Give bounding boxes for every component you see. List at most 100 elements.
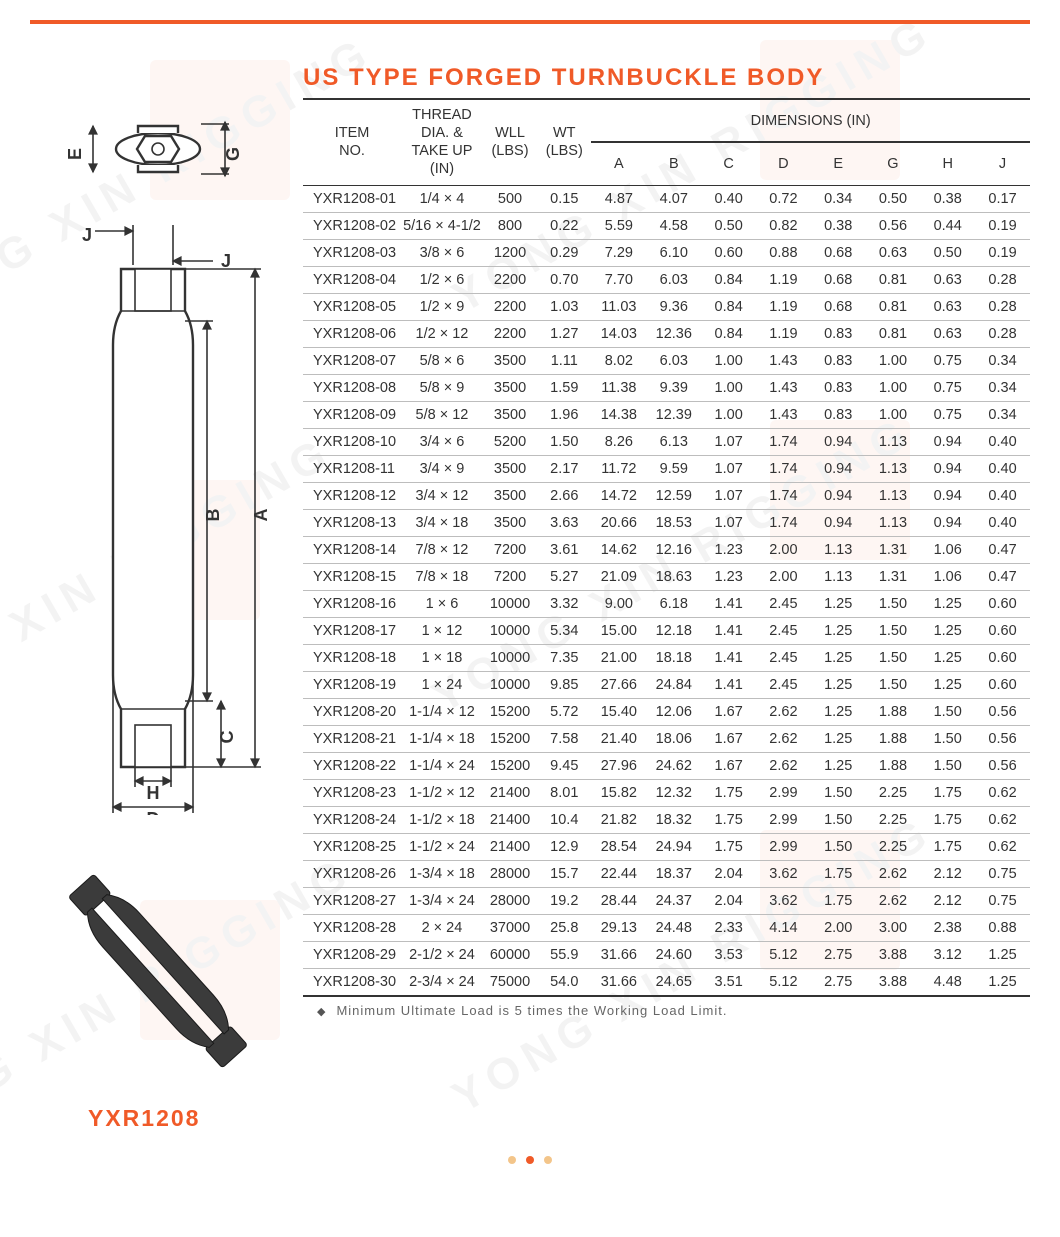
cell: 14.03 bbox=[591, 320, 646, 347]
cell-item: YXR1208-28 bbox=[303, 914, 401, 941]
cell: 0.22 bbox=[537, 212, 591, 239]
cell: 0.75 bbox=[975, 860, 1030, 887]
cell: 0.56 bbox=[975, 725, 1030, 752]
cell: 0.62 bbox=[975, 833, 1030, 860]
cell: 1.50 bbox=[866, 590, 921, 617]
right-column: US TYPE FORGED TURNBUCKLE BODY ITEMNO. T… bbox=[303, 64, 1030, 1132]
cell-item: YXR1208-26 bbox=[303, 860, 401, 887]
cell: 3.32 bbox=[537, 590, 591, 617]
svg-text:J: J bbox=[221, 251, 231, 271]
cell: 28.54 bbox=[591, 833, 646, 860]
cell: 1.31 bbox=[866, 536, 921, 563]
cell-item: YXR1208-23 bbox=[303, 779, 401, 806]
cell: 37000 bbox=[483, 914, 537, 941]
cell: 12.59 bbox=[646, 482, 701, 509]
drawing-top-view: E G bbox=[53, 114, 263, 189]
cell-item: YXR1208-07 bbox=[303, 347, 401, 374]
cell: 6.13 bbox=[646, 428, 701, 455]
product-code: YXR1208 bbox=[88, 1105, 200, 1132]
table-row: YXR1208-157/8 × 1872005.2721.0918.631.23… bbox=[303, 563, 1030, 590]
cell: 7.70 bbox=[591, 266, 646, 293]
th-dim-g: G bbox=[866, 142, 921, 185]
cell: 1.25 bbox=[920, 644, 975, 671]
cell: 1.75 bbox=[811, 860, 866, 887]
cell: 1.00 bbox=[701, 374, 756, 401]
cell: 3/8 × 6 bbox=[401, 239, 483, 266]
cell: 0.81 bbox=[866, 266, 921, 293]
cell: 0.81 bbox=[866, 293, 921, 320]
cell: 0.62 bbox=[975, 779, 1030, 806]
cell: 3.61 bbox=[537, 536, 591, 563]
cell: 7.35 bbox=[537, 644, 591, 671]
cell: 10.4 bbox=[537, 806, 591, 833]
cell: 1.25 bbox=[811, 671, 866, 698]
cell-item: YXR1208-17 bbox=[303, 617, 401, 644]
cell: 12.06 bbox=[646, 698, 701, 725]
cell: 3.53 bbox=[701, 941, 756, 968]
cell: 15.40 bbox=[591, 698, 646, 725]
cell-item: YXR1208-02 bbox=[303, 212, 401, 239]
cell: 1.06 bbox=[920, 536, 975, 563]
cell: 1.50 bbox=[920, 752, 975, 779]
table-row: YXR1208-041/2 × 622000.707.706.030.841.1… bbox=[303, 266, 1030, 293]
cell: 0.50 bbox=[866, 185, 921, 212]
cell: 0.50 bbox=[701, 212, 756, 239]
pager bbox=[30, 1156, 1030, 1164]
cell: 1/2 × 9 bbox=[401, 293, 483, 320]
cell: 15.7 bbox=[537, 860, 591, 887]
cell: 24.48 bbox=[646, 914, 701, 941]
table-row: YXR1208-251-1/2 × 242140012.928.5424.941… bbox=[303, 833, 1030, 860]
cell: 1-1/2 × 18 bbox=[401, 806, 483, 833]
cell: 5.34 bbox=[537, 617, 591, 644]
cell: 21400 bbox=[483, 779, 537, 806]
pager-dot[interactable] bbox=[544, 1156, 552, 1164]
drawing-side-view: J J bbox=[43, 225, 273, 820]
cell: 1.25 bbox=[975, 941, 1030, 968]
cell: 1 × 18 bbox=[401, 644, 483, 671]
cell: 9.00 bbox=[591, 590, 646, 617]
cell: 21.09 bbox=[591, 563, 646, 590]
svg-text:B: B bbox=[203, 509, 223, 522]
cell-item: YXR1208-12 bbox=[303, 482, 401, 509]
cell: 1.50 bbox=[866, 644, 921, 671]
cell: 3/4 × 9 bbox=[401, 455, 483, 482]
cell: 31.66 bbox=[591, 968, 646, 996]
table-row: YXR1208-292-1/2 × 246000055.931.6624.603… bbox=[303, 941, 1030, 968]
cell: 1.25 bbox=[811, 644, 866, 671]
cell: 1.50 bbox=[811, 833, 866, 860]
cell-item: YXR1208-14 bbox=[303, 536, 401, 563]
cell: 1.06 bbox=[920, 563, 975, 590]
pager-dot[interactable] bbox=[526, 1156, 534, 1164]
cell: 1.67 bbox=[701, 752, 756, 779]
cell: 0.75 bbox=[920, 374, 975, 401]
cell-item: YXR1208-19 bbox=[303, 671, 401, 698]
cell: 1-1/4 × 18 bbox=[401, 725, 483, 752]
cell: 2-1/2 × 24 bbox=[401, 941, 483, 968]
cell: 2.62 bbox=[756, 725, 811, 752]
th-dim-b: B bbox=[646, 142, 701, 185]
pager-dot[interactable] bbox=[508, 1156, 516, 1164]
svg-text:C: C bbox=[217, 731, 237, 744]
cell: 10000 bbox=[483, 671, 537, 698]
cell: 2.45 bbox=[756, 590, 811, 617]
cell: 24.60 bbox=[646, 941, 701, 968]
th-dim-h: H bbox=[920, 142, 975, 185]
cell: 28.44 bbox=[591, 887, 646, 914]
cell: 6.03 bbox=[646, 266, 701, 293]
cell: 0.75 bbox=[920, 347, 975, 374]
cell: 1.11 bbox=[537, 347, 591, 374]
cell: 1.13 bbox=[866, 455, 921, 482]
cell: 0.94 bbox=[811, 455, 866, 482]
cell: 1.75 bbox=[920, 833, 975, 860]
table-row: YXR1208-147/8 × 1272003.6114.6212.161.23… bbox=[303, 536, 1030, 563]
table-row: YXR1208-123/4 × 1235002.6614.7212.591.07… bbox=[303, 482, 1030, 509]
cell: 0.84 bbox=[701, 293, 756, 320]
cell: 0.50 bbox=[920, 239, 975, 266]
cell: 0.60 bbox=[975, 644, 1030, 671]
cell: 0.88 bbox=[975, 914, 1030, 941]
cell: 27.66 bbox=[591, 671, 646, 698]
cell: 1.13 bbox=[811, 563, 866, 590]
cell: 1.41 bbox=[701, 617, 756, 644]
cell: 1.23 bbox=[701, 536, 756, 563]
cell: 0.40 bbox=[975, 428, 1030, 455]
